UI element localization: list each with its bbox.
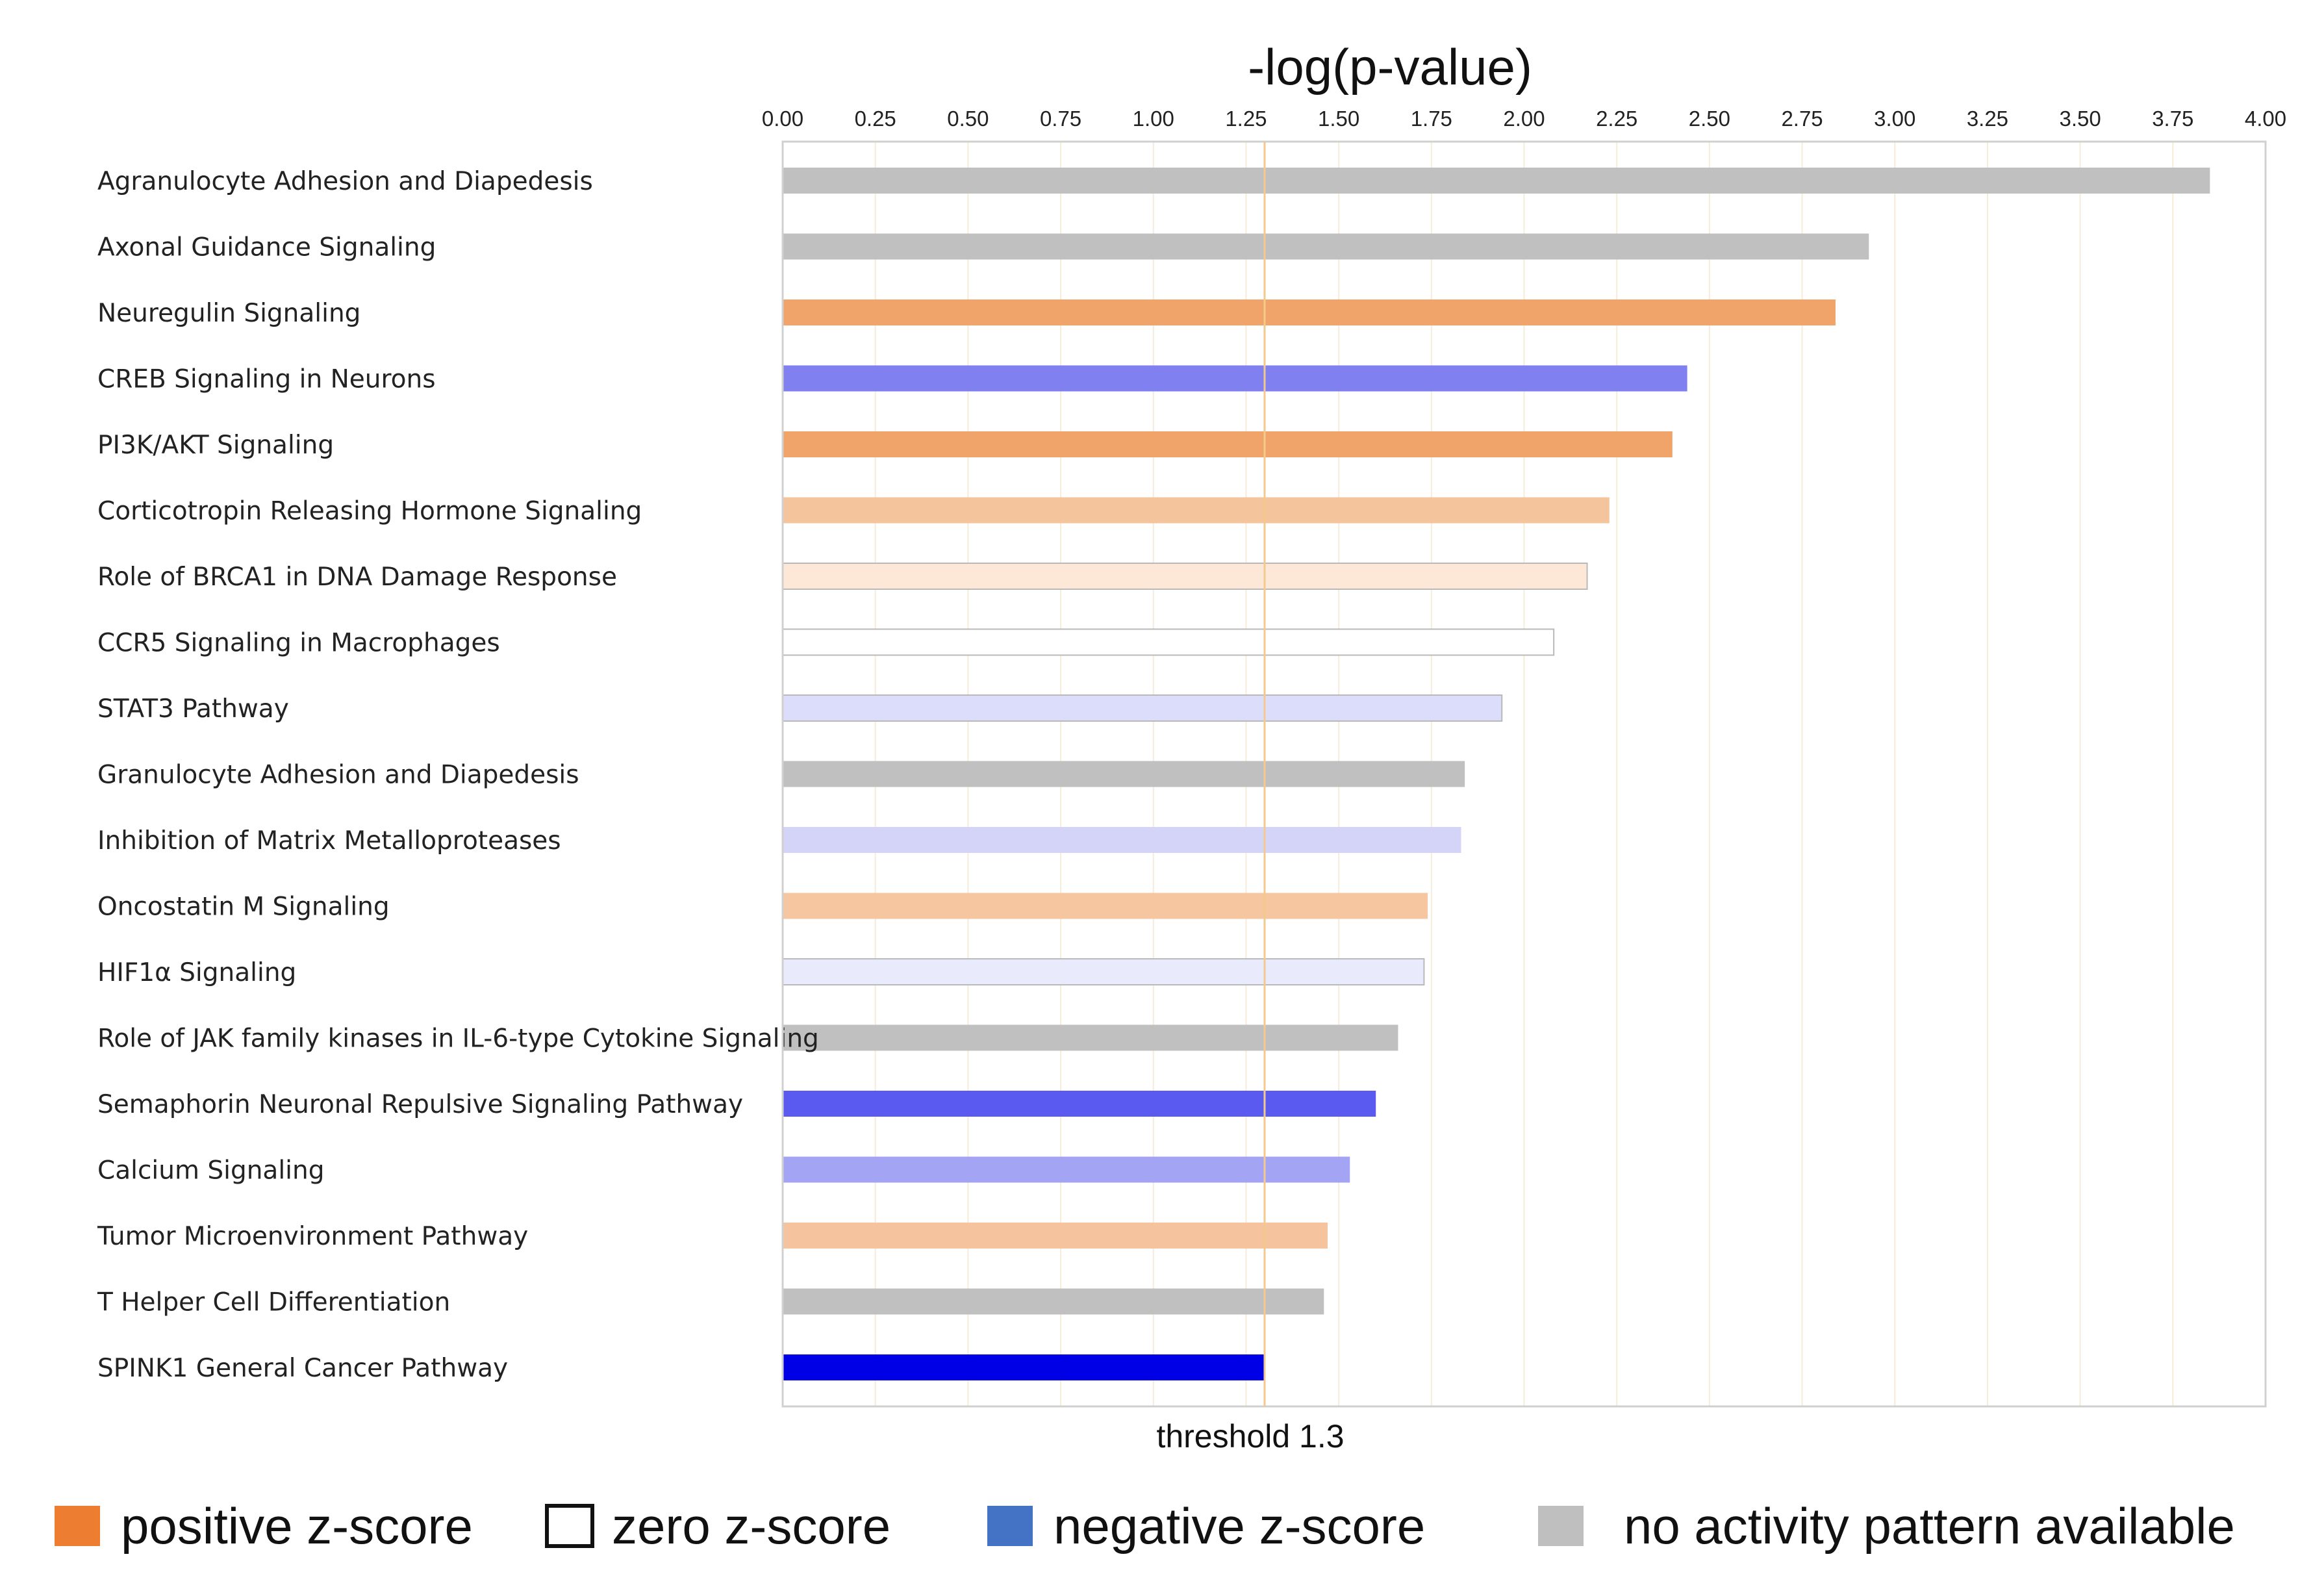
bar <box>783 893 1428 919</box>
x-tick-label: 2.50 <box>1689 107 1730 131</box>
bar <box>783 1024 1398 1051</box>
category-label: Role of BRCA1 in DNA Damage Response <box>97 563 617 592</box>
x-tick-label: 2.75 <box>1781 107 1823 131</box>
bar <box>782 628 1555 656</box>
legend-swatch <box>55 1506 100 1546</box>
category-label: PI3K/AKT Signaling <box>97 431 334 460</box>
chart-title: -log(p-value) <box>1248 38 1532 95</box>
x-tick-label: 1.50 <box>1318 107 1359 131</box>
bars <box>782 168 2210 1380</box>
x-tick-label: 2.25 <box>1596 107 1637 131</box>
category-label: CCR5 Signaling in Macrophages <box>97 629 500 658</box>
bar <box>783 827 1461 853</box>
x-tick-label: 0.00 <box>762 107 803 131</box>
category-label: Calcium Signaling <box>97 1156 324 1186</box>
bar <box>783 365 1687 392</box>
category-label: Semaphorin Neuronal Repulsive Signaling … <box>97 1090 743 1119</box>
threshold-label: threshold 1.3 <box>1156 1418 1344 1454</box>
x-tick-label: 1.75 <box>1411 107 1452 131</box>
category-label: Granulocyte Adhesion and Diapedesis <box>97 761 579 790</box>
x-tick-label: 0.50 <box>947 107 989 131</box>
bar <box>783 431 1673 457</box>
x-tick-label: 3.75 <box>2152 107 2193 131</box>
x-axis-ticks: 0.00 0.25 0.50 0.75 1.00 1.25 1.50 1.75 2.00 2.25… <box>762 107 2286 131</box>
x-tick-label: 2.00 <box>1503 107 1545 131</box>
bar <box>783 1156 1350 1183</box>
category-label: Agranulocyte Adhesion and Diapedesis <box>97 167 593 196</box>
bar <box>782 958 1425 985</box>
bar <box>783 1091 1376 1117</box>
category-label: HIF1α Signaling <box>97 958 296 987</box>
category-label: Oncostatin M Signaling <box>97 893 390 922</box>
x-tick-label: 0.25 <box>855 107 896 131</box>
bar <box>782 694 1503 722</box>
category-label: Axonal Guidance Signaling <box>97 233 436 262</box>
x-tick-label: 3.50 <box>2060 107 2101 131</box>
x-tick-label: 3.00 <box>1874 107 1915 131</box>
x-tick-label: 0.75 <box>1040 107 1081 131</box>
bar <box>783 1288 1324 1315</box>
legend-label: positive z-score <box>121 1497 473 1555</box>
category-labels: Agranulocyte Adhesion and Diapedesis Axon… <box>97 167 819 1383</box>
bar <box>782 563 1588 590</box>
category-label: Inhibition of Matrix Metalloproteases <box>97 826 561 856</box>
legend-swatch <box>987 1506 1033 1546</box>
category-label: SPINK1 General Cancer Pathway <box>97 1354 508 1383</box>
category-label: STAT3 Pathway <box>97 694 289 724</box>
x-tick-label: 4.00 <box>2245 107 2286 131</box>
category-label: T Helper Cell Differentiation <box>97 1288 450 1317</box>
x-tick-label: 1.25 <box>1225 107 1267 131</box>
bar <box>783 761 1465 787</box>
bar <box>783 1223 1328 1249</box>
category-label: Tumor Microenvironment Pathway <box>97 1222 528 1251</box>
category-label: CREB Signaling in Neurons <box>97 365 436 394</box>
plot-frame <box>781 140 2267 1408</box>
category-label: Corticotropin Releasing Hormone Signalin… <box>97 497 642 526</box>
legend-swatch <box>1538 1506 1584 1546</box>
legend-label: negative z-score <box>1054 1497 1425 1555</box>
bar <box>783 299 1836 325</box>
legend-label: zero z-score <box>612 1497 890 1555</box>
bar <box>783 168 2210 194</box>
x-tick-label: 3.25 <box>1967 107 2008 131</box>
legend: positive z-score zero z-score negative z-s… <box>55 1497 2235 1555</box>
legend-swatch <box>545 1504 594 1548</box>
bar <box>783 1354 1265 1380</box>
bar <box>783 233 1869 260</box>
x-tick-label: 1.00 <box>1133 107 1174 131</box>
category-label: Role of JAK family kinases in IL-6-type … <box>97 1024 819 1054</box>
category-label: Neuregulin Signaling <box>97 299 360 328</box>
bar <box>783 497 1610 524</box>
legend-label: no activity pattern available <box>1624 1497 2235 1555</box>
